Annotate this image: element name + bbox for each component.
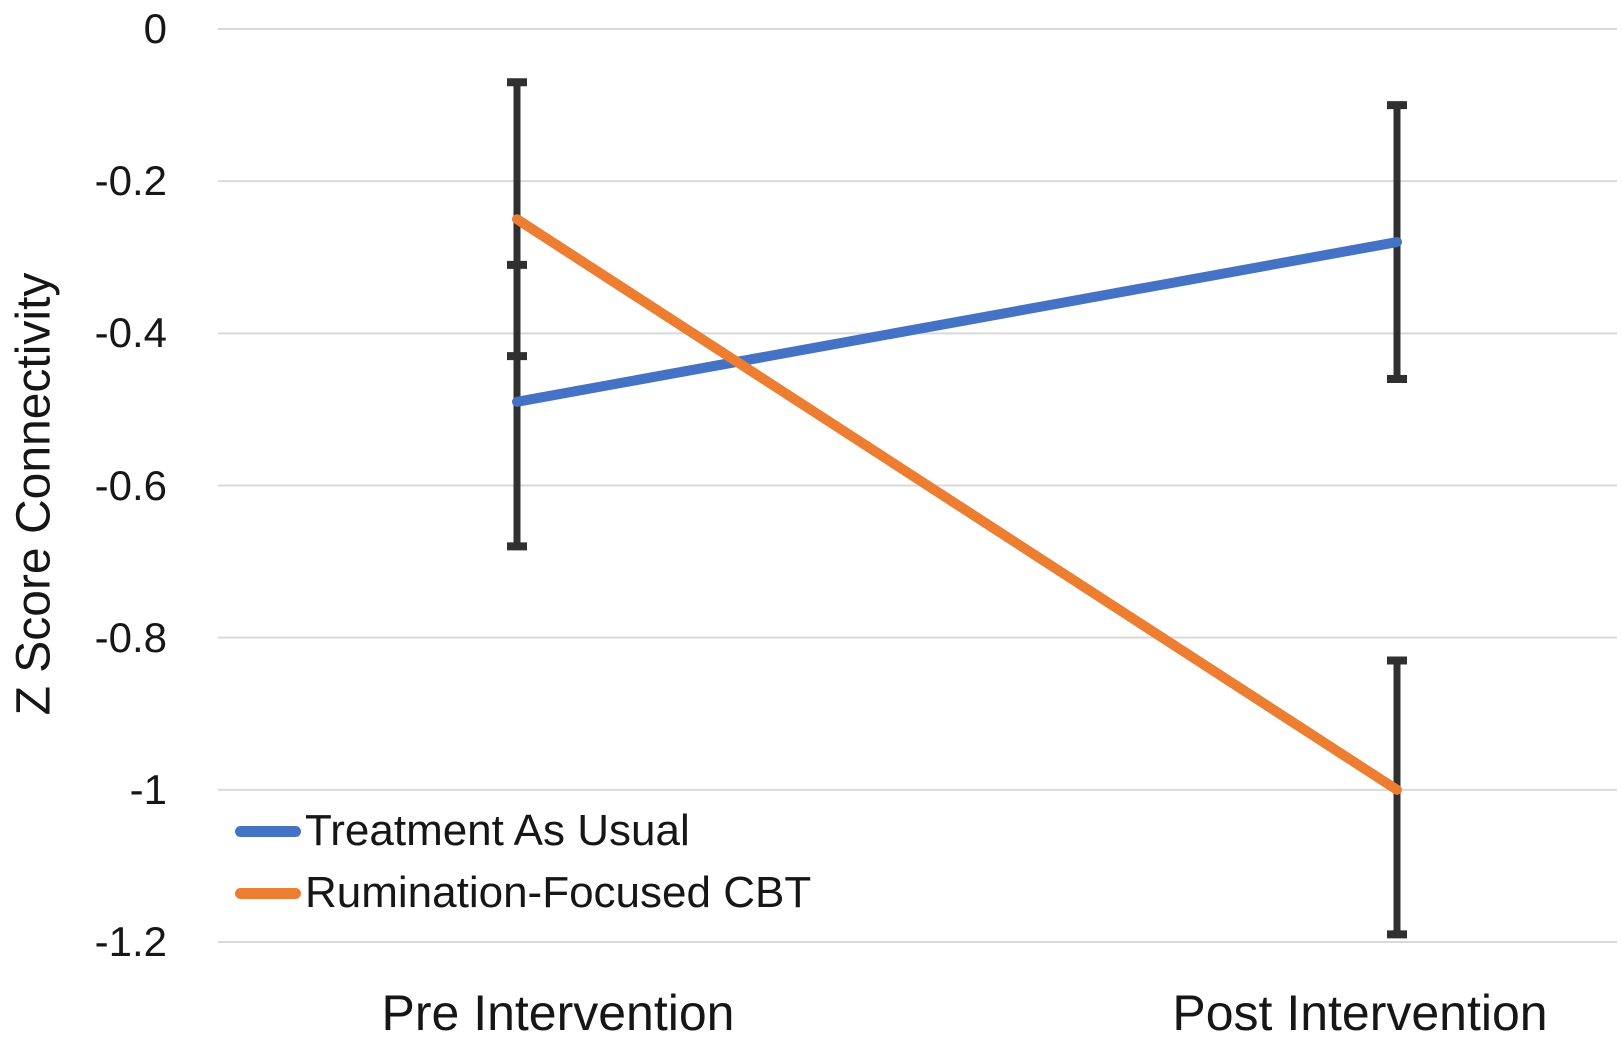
- legend-label: Rumination-Focused CBT: [305, 868, 812, 917]
- y-tick-label: -1.2: [94, 918, 167, 965]
- x-axis-label-post-intervention: Post Intervention: [1172, 985, 1548, 1040]
- series-line-rumination-focused-cbt: [512, 214, 1402, 795]
- y-tick-label: 0: [143, 5, 167, 52]
- legend-label: Treatment As Usual: [305, 806, 690, 855]
- y-tick-label: -0.6: [94, 461, 167, 509]
- legend-item-treatment-as-usual: Treatment As Usual: [235, 800, 811, 862]
- y-tick-label: -0.2: [94, 157, 167, 205]
- y-tick-label: -0.4: [94, 309, 167, 357]
- y-tick-label: -0.8: [94, 613, 167, 661]
- x-axis-label-pre-intervention: Pre Intervention: [381, 985, 735, 1040]
- legend-line-swatch-blue: [235, 825, 301, 837]
- legend-line-swatch-orange: [235, 887, 301, 899]
- y-tick-label: -1: [129, 765, 167, 813]
- legend: Treatment As Usual Rumination-Focused CB…: [235, 800, 811, 924]
- series-line-treatment-as-usual: [512, 237, 1402, 407]
- legend-item-rumination-focused-cbt: Rumination-Focused CBT: [235, 862, 811, 924]
